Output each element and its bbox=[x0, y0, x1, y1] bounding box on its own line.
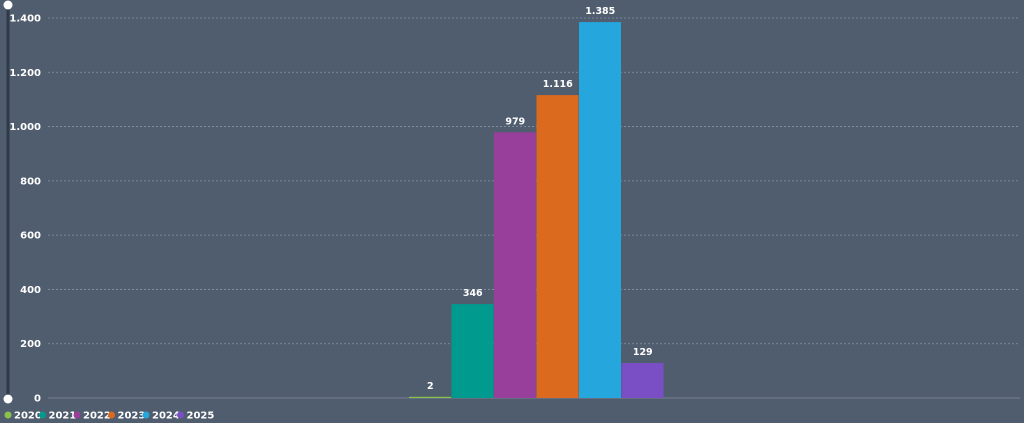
y-tick-label: 0 bbox=[34, 394, 41, 405]
y-tick-label: 600 bbox=[20, 231, 41, 242]
bar-2023[interactable] bbox=[536, 95, 579, 398]
legend-item-2023[interactable]: 2023 bbox=[108, 411, 145, 422]
legend-item-2024[interactable]: 2024 bbox=[142, 411, 180, 422]
y-axis: 0 200 400 600 800 1.000 1.200 1.400 bbox=[9, 14, 41, 405]
bar-2020[interactable] bbox=[409, 396, 451, 398]
y-tick-label: 1.000 bbox=[9, 122, 41, 133]
legend-label: 2021 bbox=[49, 411, 77, 422]
legend-label: 2022 bbox=[83, 411, 111, 422]
y-tick-label: 200 bbox=[20, 339, 41, 350]
bar-2025[interactable] bbox=[621, 362, 664, 398]
data-label-2024: 1.385 bbox=[585, 6, 615, 17]
legend-label: 2023 bbox=[118, 411, 146, 422]
legend-marker bbox=[142, 411, 150, 419]
legend: 2020 2021 2022 2023 2024 2025 bbox=[4, 411, 214, 422]
y-tick-label: 800 bbox=[20, 176, 41, 187]
legend-marker bbox=[177, 411, 184, 419]
data-label-2025: 129 bbox=[633, 347, 653, 358]
legend-marker bbox=[73, 411, 81, 419]
data-label-2023: 1.116 bbox=[543, 79, 573, 90]
data-label-2020: 2 bbox=[427, 381, 434, 392]
legend-label: 2025 bbox=[187, 411, 215, 422]
bar-2024[interactable] bbox=[579, 22, 621, 398]
legend-item-2025[interactable]: 2025 bbox=[177, 411, 214, 422]
slider-handle-top[interactable] bbox=[3, 0, 13, 10]
legend-label: 2024 bbox=[152, 411, 180, 422]
bar-2022[interactable] bbox=[494, 132, 536, 398]
legend-item-2020[interactable]: 2020 bbox=[4, 411, 42, 422]
y-tick-label: 1.400 bbox=[9, 14, 41, 25]
legend-item-2022[interactable]: 2022 bbox=[73, 411, 111, 422]
bars bbox=[409, 22, 664, 398]
legend-marker bbox=[108, 411, 115, 419]
legend-marker bbox=[39, 411, 46, 419]
slider-handle-bottom[interactable] bbox=[3, 394, 13, 404]
data-labels: 2 346 979 1.116 1.385 129 bbox=[427, 6, 653, 392]
bar-2021[interactable] bbox=[451, 304, 494, 398]
legend-label: 2020 bbox=[14, 411, 42, 422]
legend-item-2021[interactable]: 2021 bbox=[39, 411, 76, 422]
legend-marker bbox=[4, 411, 12, 419]
data-label-2022: 979 bbox=[505, 116, 525, 127]
y-tick-label: 1.200 bbox=[9, 68, 41, 79]
range-slider[interactable] bbox=[3, 0, 13, 404]
data-label-2021: 346 bbox=[463, 288, 483, 299]
y-tick-label: 400 bbox=[20, 285, 41, 296]
slider-track[interactable] bbox=[6, 5, 10, 399]
